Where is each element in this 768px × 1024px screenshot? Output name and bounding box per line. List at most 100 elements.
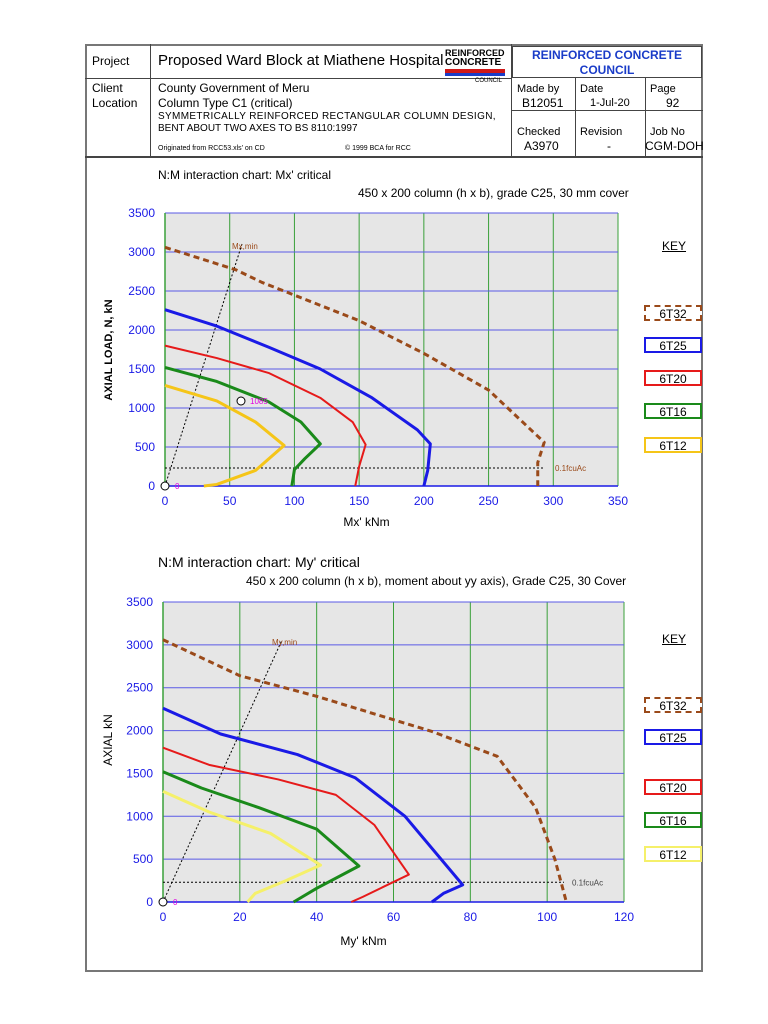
chart2-series-6t12 — [162, 790, 323, 904]
chart1-x-tick-label: 300 — [543, 494, 563, 508]
chart1-y-tick-label: 500 — [135, 440, 155, 454]
chart1-x-tick-label: 0 — [162, 494, 169, 508]
chart2-series-6t20 — [162, 746, 410, 903]
chart2-y-axis-label: AXIAL kN — [101, 714, 115, 766]
chart1-x-tick-label: 100 — [284, 494, 304, 508]
chart2-x-tick-label: 120 — [614, 910, 634, 924]
chart1-series-6t20 — [164, 344, 367, 487]
chart1-y-tick-label: 3500 — [128, 206, 155, 220]
chart1-y-tick-label: 1500 — [128, 362, 155, 376]
org-name: REINFORCED CONCRETE COUNCIL — [512, 46, 702, 78]
chart1-series-6t12 — [164, 383, 286, 488]
logo-stripe — [445, 69, 505, 73]
header-divider — [645, 78, 646, 156]
chart1-y-tick-label: 2000 — [128, 323, 155, 337]
chart2-y-tick-label: 0 — [146, 895, 153, 909]
key-item-6t32: 6T32 — [644, 697, 702, 713]
key-item-6t12: 6T12 — [644, 437, 702, 453]
chart2-x-tick-label: 20 — [233, 910, 247, 924]
chart1-min-label: Mx,min — [232, 242, 258, 251]
key-item-6t32: 6T32 — [644, 305, 702, 321]
page-label: Page — [650, 83, 676, 95]
header-divider — [575, 78, 576, 156]
chart2-x-axis-label: My' kNm — [340, 934, 386, 948]
chart1-origin-label: 0 — [175, 482, 180, 491]
chart1-design-point-marker — [236, 396, 246, 406]
chart1-series-6t32 — [164, 245, 546, 486]
chart2-y-tick-label: 3500 — [126, 595, 153, 609]
description-line1: SYMMETRICALLY REINFORCED RECTANGULAR COL… — [158, 111, 496, 122]
chart1-x-tick-label: 50 — [223, 494, 237, 508]
chart2-series-6t16 — [162, 770, 361, 904]
chart1-y-axis-label: AXIAL LOAD, N, kN — [103, 299, 115, 400]
revision-label: Revision — [580, 126, 623, 138]
chart1-x-tick-label: 200 — [414, 494, 434, 508]
chart2-x-tick-label: 80 — [464, 910, 478, 924]
header-divider — [512, 110, 703, 111]
checked-value: A3970 — [524, 139, 559, 153]
chart1-x-tick-label: 150 — [349, 494, 369, 508]
chart2-y-tick-label: 500 — [133, 852, 153, 866]
chart1-x-axis-label: Mx' kNm — [343, 515, 389, 529]
header-divider — [150, 44, 151, 157]
chart2-x-tick-label: 60 — [387, 910, 401, 924]
project-value: Proposed Ward Block at Miathene Hospital — [158, 52, 444, 69]
page-value: 92 — [666, 96, 680, 110]
logo-stripe — [445, 73, 505, 76]
made-by-value: B12051 — [522, 96, 564, 110]
chart2-origin-marker — [158, 897, 168, 907]
logo-line3: COUNCIL — [475, 78, 503, 84]
chart2-x-tick-label: 100 — [537, 910, 557, 924]
chart2-title: N:M interaction chart: My' critical — [158, 554, 360, 570]
chart1-y-tick-label: 0 — [148, 479, 155, 493]
chart1-design-point-label: 1085 — [250, 397, 268, 406]
client-label: Client — [92, 81, 123, 95]
key-item-6t16: 6T16 — [644, 812, 702, 828]
rcc-logo: REINFORCED CONCRETE COUNCIL — [443, 48, 507, 88]
chart2-min-label: My,min — [272, 638, 297, 647]
logo-line1: REINFORCED — [445, 48, 505, 58]
key-item-6t20: 6T20 — [644, 779, 702, 795]
description-line2: BENT ABOUT TWO AXES TO BS 8110:1997 — [158, 123, 358, 134]
checked-label: Checked — [517, 126, 561, 138]
job-no-label: Job No — [650, 126, 685, 138]
chart2-y-tick-label: 1500 — [126, 766, 153, 780]
chart1-series-6t25 — [164, 308, 432, 487]
chart2-key-title: KEY — [662, 632, 687, 646]
chart1-fcu-label: 0.1fcuAc — [555, 464, 586, 473]
chart1-y-tick-label: 2500 — [128, 284, 155, 298]
chart1-x-tick-label: 350 — [608, 494, 628, 508]
chart2-y-tick-label: 1000 — [126, 809, 153, 823]
key-item-6t25: 6T25 — [644, 337, 702, 353]
origin-note: Originated from RCC53.xls' on CD — [158, 145, 265, 152]
chart1-y-tick-label: 3000 — [128, 245, 155, 259]
header-divider — [85, 156, 703, 158]
copyright-note: © 1999 BCA for RCC — [345, 145, 411, 152]
chart2-subtitle: 450 x 200 column (h x b), moment about y… — [246, 574, 627, 588]
chart2-fcu-label: 0.1fcuAc — [572, 878, 603, 887]
key-item-6t20: 6T20 — [644, 370, 702, 386]
chart1-series-6t16 — [164, 365, 322, 487]
location-label: Location — [92, 96, 138, 110]
chart1-origin-marker — [160, 481, 170, 491]
logo-line2: CONCRETE — [445, 57, 502, 68]
client-value: County Government of Meru — [158, 81, 310, 95]
chart2-y-tick-label: 2500 — [126, 681, 153, 695]
project-label: Project — [92, 54, 130, 68]
date-label: Date — [580, 83, 604, 95]
chart1-title: N:M interaction chart: Mx' critical — [158, 168, 331, 182]
chart1-y-tick-label: 1000 — [128, 401, 155, 415]
made-by-label: Made by — [517, 83, 560, 95]
chart1-x-tick-label: 250 — [479, 494, 499, 508]
chart1-plot-area — [165, 213, 618, 486]
chart1-subtitle: 450 x 200 column (h x b), grade C25, 30 … — [358, 186, 629, 200]
header-divider — [85, 78, 511, 79]
chart2-origin-label: 0 — [173, 898, 178, 907]
revision-value: - — [607, 139, 611, 153]
location-value: Column Type C1 (critical) — [158, 96, 293, 110]
chart1-key-title: KEY — [662, 239, 687, 253]
chart2-series-6t25 — [162, 706, 465, 904]
key-item-6t16: 6T16 — [644, 403, 702, 419]
key-item-6t12: 6T12 — [644, 846, 702, 862]
